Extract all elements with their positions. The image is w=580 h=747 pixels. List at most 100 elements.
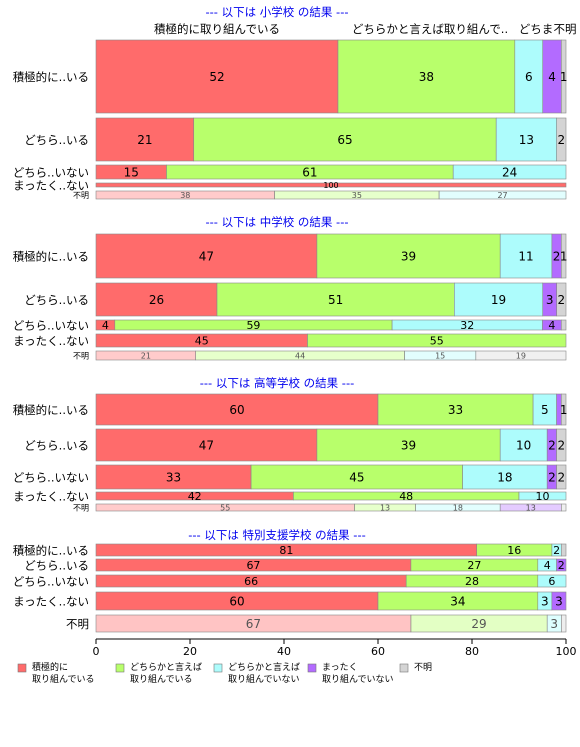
data-label: 26 (149, 293, 164, 307)
row-label: まったく..ない (13, 489, 89, 503)
bar-segment (560, 614, 567, 633)
bar-row: 積極的に..いる 47 39 11 2 1 (13, 233, 568, 279)
data-label: 4 (102, 319, 109, 332)
panel: --- 以下は 高等学校 の結果 --- 積極的に..いる 60 33 5 1 どちら..い… (13, 376, 568, 513)
bar-row: 不明 21 44 15 19 (73, 350, 567, 361)
data-label: 47 (199, 439, 214, 453)
row-label: 積極的に..いる (13, 543, 89, 557)
data-label: 67 (246, 559, 260, 572)
data-label: 100 (323, 181, 338, 190)
panel-title: --- 以下は 高等学校 の結果 --- (200, 376, 355, 390)
data-label: 15 (124, 166, 139, 180)
data-label: 48 (399, 490, 413, 503)
data-label: 27 (497, 191, 507, 200)
bar-row: まったく..ない 42 48 10 (13, 489, 567, 503)
row-label: どちら..いない (13, 318, 89, 332)
data-label: 60 (229, 403, 244, 417)
bar-segment (556, 558, 567, 572)
data-label: 2 (557, 471, 565, 485)
legend-swatch (307, 663, 317, 673)
panel-title: --- 以下は 小学校 の結果 --- (205, 5, 348, 19)
legend-label: 不明 (414, 662, 432, 673)
panel-title: --- 以下は 中学校 の結果 --- (205, 215, 348, 229)
data-label: 1 (560, 250, 568, 264)
data-label: 11 (518, 250, 533, 264)
bar-segment (95, 233, 318, 279)
data-label: 66 (244, 575, 258, 588)
column-header: 積極的に取り組んでいる (154, 22, 280, 36)
bar-segment (556, 428, 567, 462)
data-label: 39 (401, 250, 416, 264)
legend-label: 取り組んでいない (322, 673, 394, 685)
data-label: 27 (467, 559, 481, 572)
bar-segment (454, 282, 544, 317)
data-label: 1 (560, 403, 568, 417)
data-label: 47 (199, 250, 214, 264)
bar-segment (537, 574, 567, 588)
row-label: どちら..いる (24, 438, 89, 452)
bar-segment (95, 182, 567, 188)
bar-segment (316, 233, 501, 279)
legend-item: 積極的に取り組んでいる (17, 661, 95, 685)
bar-segment (560, 393, 567, 426)
bar-segment (499, 233, 553, 279)
data-label: 4 (544, 559, 551, 572)
data-label: 13 (519, 133, 534, 147)
row-label: どちら..いる (24, 133, 89, 147)
row-label: まったく..ない (13, 594, 89, 608)
data-label: 61 (302, 166, 317, 180)
data-label: 2 (548, 439, 556, 453)
data-label: 19 (516, 352, 526, 361)
bar-segment (452, 164, 567, 180)
bar-segment (518, 491, 567, 501)
data-label: 38 (180, 191, 190, 200)
data-label: 59 (246, 319, 260, 332)
data-label: 5 (541, 403, 549, 417)
bar-row: まったく..ない 45 55 (13, 333, 567, 348)
x-tick-label: 80 (465, 645, 479, 658)
bar-segment (560, 543, 567, 557)
bar-segment (556, 464, 567, 490)
data-label: 81 (279, 544, 293, 557)
bar-segment (438, 190, 567, 200)
row-label: まったく..ない (13, 178, 89, 192)
data-label: 18 (497, 471, 512, 485)
x-axis: 0 20 40 60 80 100 (93, 638, 577, 658)
bar-segment (475, 350, 567, 361)
legend-label: まったく (322, 662, 358, 673)
bar-row: どちら..いない 33 45 18 2 2 (13, 464, 567, 490)
bar-segment (561, 39, 567, 114)
data-label: 6 (548, 575, 555, 588)
row-label: 積極的に..いる (13, 403, 89, 417)
data-label: 2 (558, 559, 565, 572)
bar-row: どちら..いない 66 28 6 (13, 574, 567, 588)
bar-row: どちら..いる 47 39 10 2 2 (24, 428, 567, 462)
x-tick-label: 100 (556, 645, 577, 658)
bar-segment (495, 117, 557, 162)
bar-segment (316, 428, 501, 462)
data-label: 2 (548, 471, 556, 485)
data-label: 6 (525, 70, 533, 84)
data-label: 18 (453, 504, 463, 513)
data-label: 15 (435, 352, 445, 361)
bar-segment (216, 282, 455, 317)
panel: --- 以下は 小学校 の結果 --- 積極的に..いる 52 38 6 4 1 どちら..い… (13, 5, 568, 200)
legend-swatch (399, 663, 409, 673)
bar-segment (250, 464, 463, 490)
data-label: 3 (541, 595, 549, 609)
data-label: 34 (450, 595, 465, 609)
row-label: 不明 (73, 352, 89, 361)
column-header: 不明 (554, 22, 577, 36)
bar-row: どちら..いる 21 65 13 2 (24, 117, 567, 162)
data-label: 55 (430, 335, 444, 348)
data-label: 51 (328, 293, 343, 307)
data-label: 4 (548, 70, 556, 84)
row-label: 不明 (73, 191, 89, 200)
row-label: どちら..いない (13, 165, 89, 179)
column-header: どちま (519, 22, 554, 36)
legend-label: 取り組んでいる (130, 673, 193, 685)
legend-item: 不明 (399, 662, 432, 673)
bar-segment (95, 39, 339, 114)
